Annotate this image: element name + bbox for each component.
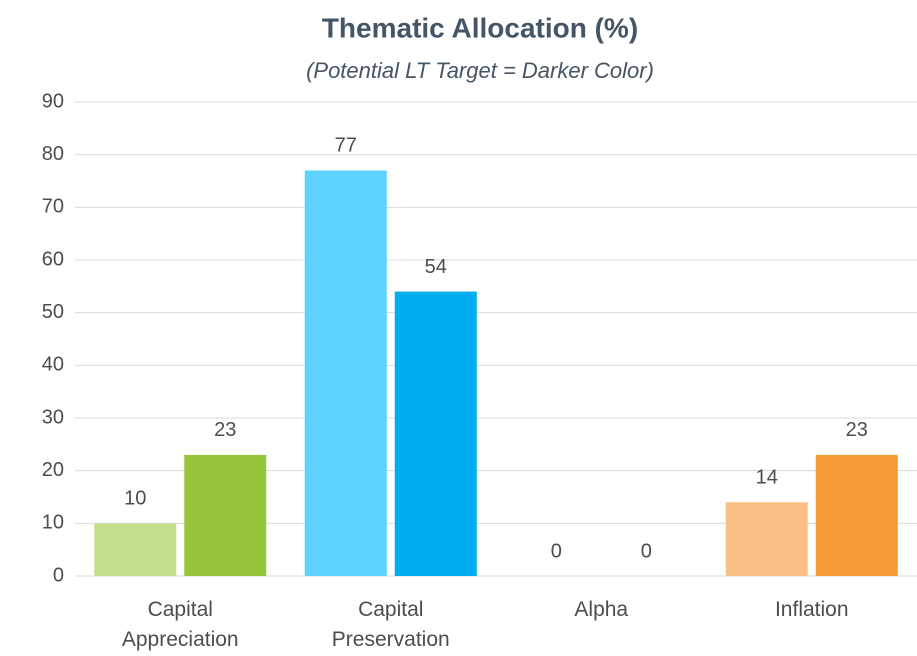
bar xyxy=(184,454,267,576)
y-tick-label: 60 xyxy=(42,248,64,270)
data-label: 23 xyxy=(214,419,236,441)
x-tick-label: Alpha xyxy=(574,598,628,621)
y-tick-label: 40 xyxy=(42,354,64,376)
y-tick-label: 70 xyxy=(42,196,64,218)
x-tick-label: Capital Preservation xyxy=(332,598,450,651)
bar xyxy=(304,170,387,576)
x-tick-label: Inflation xyxy=(775,598,849,621)
data-label: 14 xyxy=(756,467,778,489)
y-tick-label: 80 xyxy=(42,143,64,165)
y-tick-label: 90 xyxy=(42,90,64,112)
data-label: 77 xyxy=(335,135,357,157)
data-label: 10 xyxy=(124,488,146,510)
y-tick-label: 50 xyxy=(42,301,64,323)
y-tick-label: 30 xyxy=(42,406,64,428)
bar xyxy=(94,523,177,576)
bar xyxy=(815,454,898,576)
data-label: 54 xyxy=(425,256,447,278)
data-label: 0 xyxy=(641,540,652,562)
data-label: 23 xyxy=(846,419,868,441)
chart-subtitle: (Potential LT Target = Darker Color) xyxy=(306,58,654,83)
bar xyxy=(394,291,477,576)
chart-title: Thematic Allocation (%) xyxy=(322,12,638,43)
y-tick-label: 0 xyxy=(53,564,64,586)
x-tick-label: Capital Appreciation xyxy=(122,598,239,651)
bar xyxy=(725,502,808,576)
y-tick-label: 10 xyxy=(42,512,64,534)
y-tick-label: 20 xyxy=(42,459,64,481)
data-label: 0 xyxy=(551,540,562,562)
